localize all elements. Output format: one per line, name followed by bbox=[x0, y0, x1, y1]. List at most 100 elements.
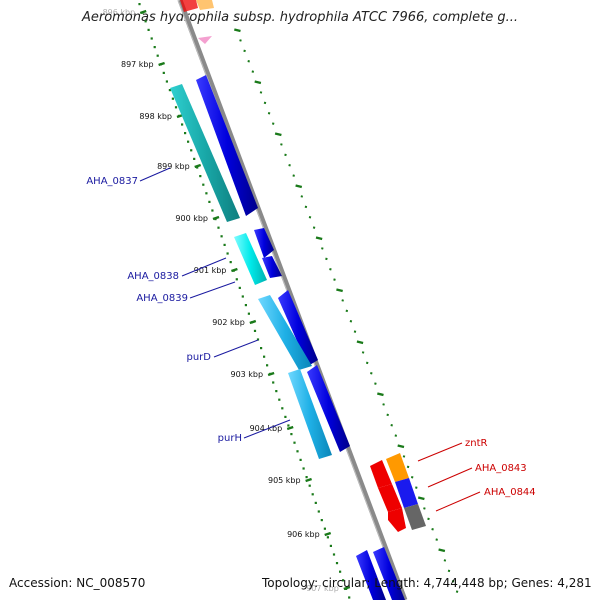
ruler-inner bbox=[234, 28, 459, 593]
ruler-dash bbox=[271, 122, 275, 125]
ruler-dot bbox=[260, 347, 263, 350]
gene-label-purh[interactable]: purH bbox=[218, 433, 242, 444]
ruler-dash bbox=[280, 143, 283, 146]
gene-bar[interactable] bbox=[388, 508, 406, 532]
gene-label-zntr[interactable]: zntR bbox=[465, 438, 488, 449]
ruler-dash bbox=[431, 528, 434, 531]
ruler-dot bbox=[193, 157, 196, 160]
ruler-dash bbox=[417, 496, 425, 501]
gene-bar[interactable] bbox=[288, 369, 332, 459]
ruler-dash bbox=[274, 132, 282, 137]
ruler-dot bbox=[184, 132, 187, 135]
ruler-dash bbox=[251, 70, 255, 73]
ruler-dot bbox=[284, 415, 287, 418]
ruler-dash bbox=[455, 590, 459, 593]
gene-bar[interactable] bbox=[170, 84, 240, 222]
gene-bar[interactable] bbox=[404, 504, 426, 530]
cds-arrow[interactable] bbox=[307, 365, 350, 452]
cds-arrow[interactable] bbox=[278, 290, 318, 366]
gene-label-aha0844[interactable]: AHA_0844 bbox=[484, 487, 536, 498]
ruler-dot bbox=[168, 89, 171, 92]
ruler-major-tick bbox=[139, 9, 147, 15]
ruler-dot bbox=[339, 570, 342, 573]
ruler-dot bbox=[342, 579, 345, 582]
ruler-dash bbox=[345, 309, 349, 313]
ruler-dot bbox=[287, 424, 290, 427]
ruler-dash bbox=[267, 112, 271, 115]
tick-labels: 896 kbp 897 kbp 898 kbp 899 kbp 900 kbp 901 k… bbox=[103, 8, 339, 593]
tick-label: 898 kbp bbox=[139, 112, 172, 121]
cds-arrow[interactable] bbox=[373, 547, 405, 600]
gene-label-purd[interactable]: purD bbox=[187, 352, 212, 363]
ruler-dash bbox=[247, 60, 250, 63]
ruler-dot bbox=[196, 166, 199, 169]
cds-arrow[interactable] bbox=[196, 75, 258, 216]
cds-arrow[interactable] bbox=[262, 256, 282, 278]
ruler-dash bbox=[382, 403, 385, 406]
ruler-dash bbox=[397, 444, 405, 449]
gene-bar[interactable] bbox=[370, 460, 392, 488]
ruler-dot bbox=[241, 295, 244, 298]
gene-label-aha0843[interactable]: AHA_0843 bbox=[475, 463, 527, 474]
ruler-dot bbox=[208, 200, 211, 203]
tick-label: 899 kbp bbox=[157, 162, 190, 171]
ruler-major-tick bbox=[286, 425, 294, 431]
ruler-dot bbox=[308, 484, 311, 487]
topology-summary: Topology: circular; Length: 4,744,448 bp… bbox=[262, 576, 592, 590]
ruler-dot bbox=[302, 467, 305, 470]
ruler-dash bbox=[423, 507, 426, 510]
ruler-dash bbox=[325, 257, 328, 261]
ruler-dash bbox=[263, 101, 267, 105]
gene-bar[interactable] bbox=[180, 0, 198, 12]
ruler-major-tick bbox=[212, 215, 220, 221]
ruler-dot bbox=[348, 596, 351, 599]
right-leaders bbox=[417, 442, 481, 512]
ruler-dot bbox=[156, 54, 159, 57]
gene-bar[interactable] bbox=[378, 484, 402, 512]
gene-bar[interactable] bbox=[386, 453, 409, 482]
ruler-dash bbox=[361, 351, 365, 354]
ruler-major-tick bbox=[194, 163, 202, 169]
ruler-dash bbox=[333, 278, 336, 281]
ruler-dash bbox=[438, 548, 446, 553]
gene-bar[interactable] bbox=[234, 233, 267, 285]
ruler-dot bbox=[290, 433, 293, 436]
ruler-dot bbox=[314, 501, 317, 504]
ruler-dot bbox=[299, 458, 302, 461]
ruler-dot bbox=[317, 510, 320, 513]
ruler-dot bbox=[199, 175, 202, 178]
cds-arrow[interactable] bbox=[356, 550, 386, 600]
ruler-dash bbox=[370, 372, 373, 375]
cds-arrow[interactable] bbox=[254, 228, 274, 258]
gene-bar[interactable] bbox=[196, 0, 214, 10]
ruler-dot bbox=[171, 97, 174, 100]
gene-bar[interactable] bbox=[258, 295, 312, 370]
ruler-dot bbox=[150, 37, 153, 40]
ruler-major-tick bbox=[249, 319, 257, 325]
ruler-dash bbox=[288, 164, 291, 167]
ruler-dash bbox=[406, 465, 410, 469]
ruler-dash bbox=[394, 434, 398, 437]
ruler-dot bbox=[226, 252, 229, 255]
ruler-dash bbox=[402, 455, 406, 458]
gene-label-aha0839[interactable]: AHA_0839 bbox=[136, 293, 188, 304]
ruler-dash bbox=[435, 538, 438, 541]
ruler-major-tick bbox=[324, 531, 332, 537]
ruler-dash bbox=[295, 184, 303, 189]
ruler-dash bbox=[292, 174, 295, 177]
gene-bar[interactable] bbox=[395, 478, 418, 508]
ruler-dash bbox=[447, 569, 451, 573]
ruler-dot bbox=[293, 441, 296, 444]
ruler-dash bbox=[315, 236, 323, 241]
gene-label-aha0837[interactable]: AHA_0837 bbox=[86, 176, 138, 187]
ruler-dash bbox=[284, 153, 287, 157]
ruler-dash bbox=[390, 424, 393, 427]
ruler-dash bbox=[259, 91, 263, 94]
ruler-dash bbox=[374, 382, 377, 385]
gene-label-aha0838[interactable]: AHA_0838 bbox=[127, 271, 179, 282]
ruler-dash bbox=[234, 28, 241, 33]
tick-label: 901 kbp bbox=[194, 266, 227, 275]
ruler-dash bbox=[451, 580, 455, 583]
ruler-major-tick bbox=[231, 267, 238, 273]
ruler-dash bbox=[243, 49, 246, 53]
